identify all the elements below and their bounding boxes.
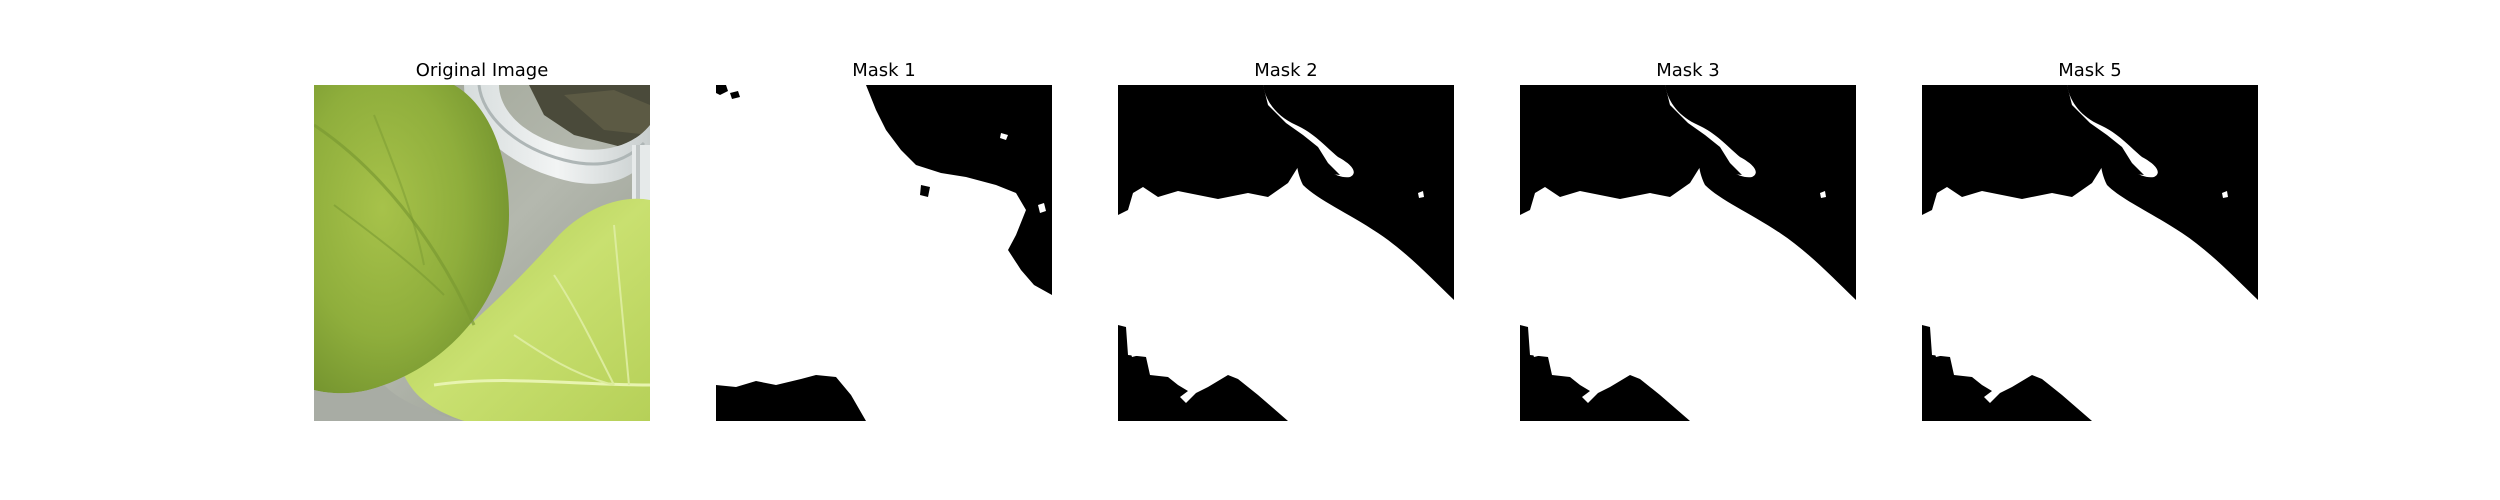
mask-3-image bbox=[1520, 85, 1856, 421]
mask-1-panel: Mask 1 bbox=[716, 0, 1052, 500]
mask-2-panel: Mask 2 bbox=[1118, 0, 1454, 500]
panel-title-mask-1: Mask 1 bbox=[852, 60, 916, 81]
mask-5-image bbox=[1922, 85, 2258, 421]
original-image-panel: Original Image bbox=[314, 0, 650, 500]
mask-2-image bbox=[1118, 85, 1454, 421]
panel-title-mask-5: Mask 5 bbox=[2058, 60, 2122, 81]
original-image bbox=[314, 85, 650, 421]
panel-title-original: Original Image bbox=[415, 60, 549, 81]
panel-title-mask-2: Mask 2 bbox=[1254, 60, 1318, 81]
mask-3-panel: Mask 3 bbox=[1520, 0, 1856, 500]
panel-title-mask-3: Mask 3 bbox=[1656, 60, 1720, 81]
mask-5-panel: Mask 5 bbox=[1922, 0, 2258, 500]
mask-1-image bbox=[716, 85, 1052, 421]
